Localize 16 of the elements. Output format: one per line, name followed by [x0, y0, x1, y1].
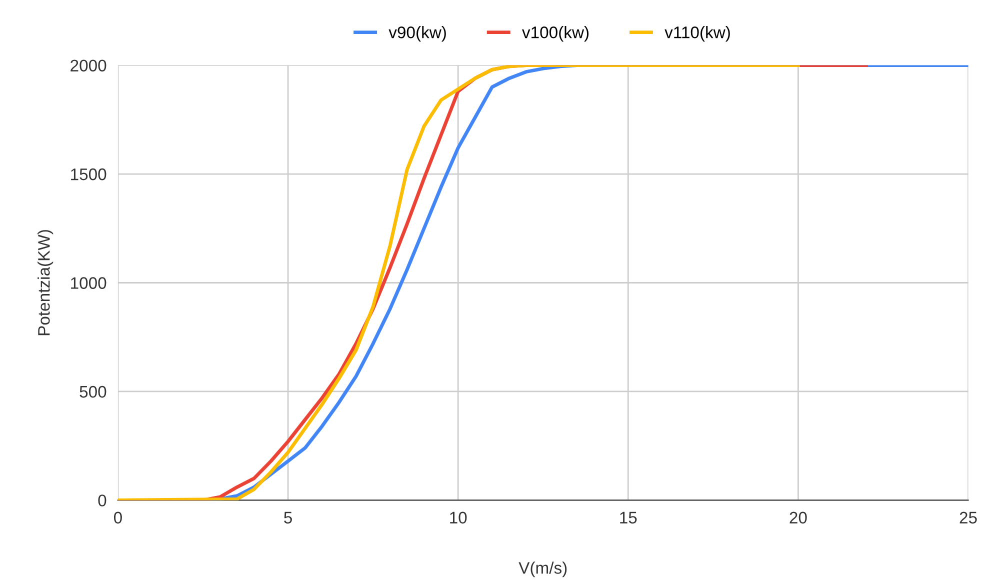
y-tick-label: 1000 — [71, 277, 106, 289]
x-tick-label: 10 — [450, 512, 467, 524]
x-tick-label: 15 — [620, 512, 637, 524]
x-axis-title: V(m/s) — [518, 562, 567, 578]
legend-label: v90(kw) — [388, 26, 446, 42]
x-tick-label: 20 — [790, 512, 807, 524]
y-tick-label: 1500 — [71, 168, 106, 180]
y-tick-label: 2000 — [70, 60, 106, 72]
y-tick-label: 0 — [98, 494, 106, 506]
legend-label: v110(kw) — [664, 26, 730, 42]
y-tick-label: 500 — [80, 386, 106, 398]
x-tick-label: 0 — [114, 512, 122, 524]
x-tick-label: 25 — [960, 512, 977, 524]
legend-label: v100(kw) — [522, 26, 589, 42]
x-tick-label: 5 — [284, 512, 292, 524]
y-axis-title: Potentzia(KW) — [38, 230, 54, 336]
